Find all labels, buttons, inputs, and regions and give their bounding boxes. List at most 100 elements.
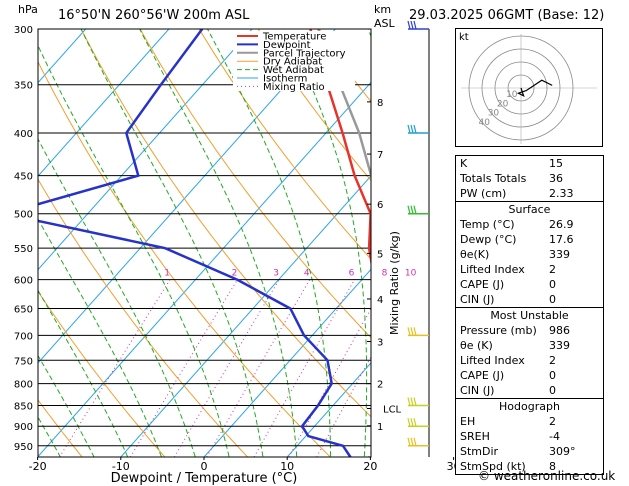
wet-adiabat-line [38,354,95,457]
pressure-tick-label: 700 [14,331,33,342]
pressure-tick-label: 950 [14,442,33,453]
pressure-tick-label: 800 [14,380,33,391]
plot-frame [37,28,372,458]
copyright-footer: © weatheronline.co.uk [478,469,616,483]
dry-adiabat-line [0,29,5,464]
pressure-tick-label: 600 [14,276,33,287]
index-totals: Totals Totals 36 [460,172,563,185]
datetime-title: 29.03.2025 06GMT (Base: 12) [409,8,605,23]
isotherm-line [203,268,371,457]
index-pw: PW (cm) 2.33 [460,187,574,200]
surface-theta-e: θe(K) 339 [460,248,570,261]
isotherm-line [614,29,629,464]
dry-adiabat-line [38,399,83,457]
surface-section-title: Surface [456,201,603,217]
dry-adiabat-line [612,29,629,464]
surface-lifted-index: Lifted Index 2 [460,263,556,276]
legend-label: Dewpoint [263,40,311,51]
pressure-tick-label: 350 [14,81,33,92]
legend-label: Dry Adiabat [263,57,322,68]
altitude-tick-label: 7 [377,150,383,161]
mu-cin: CIN (J) 0 [460,384,556,397]
wind-barb [407,205,429,215]
most-unstable-section-title: Most Unstable [456,307,603,323]
temp-tick-label: -20 [29,460,47,473]
altitude-tick-label: 5 [377,249,383,260]
wet-adiabat-line [38,416,61,457]
wet-adiabat-line [38,44,230,457]
dewpoint-line [38,29,352,457]
altitude-tick-label: 3 [377,337,383,348]
hodo-eh: EH 2 [460,415,556,428]
wet-adiabat-line [38,218,163,457]
asl-label: ASL [374,17,395,30]
altitude-tick-label: 6 [377,200,383,211]
hodograph-kt-label: kt [459,32,469,43]
isotherm-line [38,29,336,364]
mixing-ratio-label: 2 [232,269,238,279]
isotherm-line [38,29,87,84]
altitude-tick-label: 1 [377,422,383,433]
mu-pressure: Pressure (mb) 986 [460,324,570,337]
pressure-tick-label: 850 [14,402,33,413]
mixing-ratio-line [129,279,238,457]
wind-barb [407,418,429,427]
hodograph-ring-label: 10 [506,90,518,100]
mixing-ratio-label: 3 [273,269,279,279]
mu-cape: CAPE (J) 0 [460,369,556,382]
dry-adiabat-line [198,29,371,260]
x-axis-title: Dewpoint / Temperature (°C) [111,471,298,486]
wind-barb [407,327,429,337]
mixing-ratio-label: 1 [164,269,170,279]
wind-barb [407,20,429,30]
surface-dewp: Dewp (°C) 17.6 [460,233,574,246]
wind-barb [407,397,429,407]
temp-tick-label: 0 [201,460,208,473]
mu-theta-e: θe (K) 339 [460,339,570,352]
mixing-ratio-label: 6 [349,269,355,279]
surface-cape: CAPE (J) 0 [460,278,556,291]
isotherm-line [120,175,371,457]
hodograph-ring-label: 40 [479,118,491,128]
altitude-tick-label: LCL [383,405,402,416]
surface-cin: CIN (J) 0 [460,293,556,306]
mixing-ratio-label: 8 [382,269,388,279]
isotherm-line [286,362,371,457]
pressure-tick-label: 400 [14,129,33,140]
km-label: km [374,3,392,16]
legend-label: Wet Adiabat [263,65,324,76]
isotherm-line [0,29,3,464]
dry-adiabat-line [257,29,371,182]
hodograph-ring-label: 30 [488,109,500,119]
altitude-tick-label: 2 [377,380,383,391]
hodo-stmspd: StmSpd (kt) 8 [460,460,556,473]
temp-tick-label: 20 [363,460,377,473]
temp-tick-label: 10 [280,460,294,473]
pressure-tick-label: 500 [14,210,33,221]
wet-adiabat-line [207,29,332,457]
altitude-tick-label: 8 [377,98,383,109]
pressure-tick-label: 900 [14,422,33,433]
legend-label: Temperature [262,32,326,43]
mu-lifted-index: Lifted Index 2 [460,354,556,367]
temperature-line [309,29,371,267]
pressure-tick-label: 450 [14,172,33,183]
pressure-tick-label: 550 [14,244,33,255]
mixing-ratio-line [316,355,371,457]
hodo-stmdir: StmDir 309° [460,445,576,458]
surface-temp: Temp (°C) 26.9 [460,218,574,231]
temp-tick-label: -10 [112,460,130,473]
isotherm-line [38,29,170,177]
hodo-sreh: SREH -4 [460,430,560,443]
hodograph-trace [516,79,553,97]
parcel-trajectory-line [317,29,371,180]
legend-label: Mixing Ratio [263,82,325,93]
pressure-tick-label: 750 [14,356,33,367]
altitude-tick-label: 4 [377,295,383,306]
legend-label: Parcel Trajectory [263,48,346,59]
mixing-ratio-label: 10 [405,269,417,279]
hpa-label: hPa [18,3,38,16]
wind-barb [407,437,429,447]
